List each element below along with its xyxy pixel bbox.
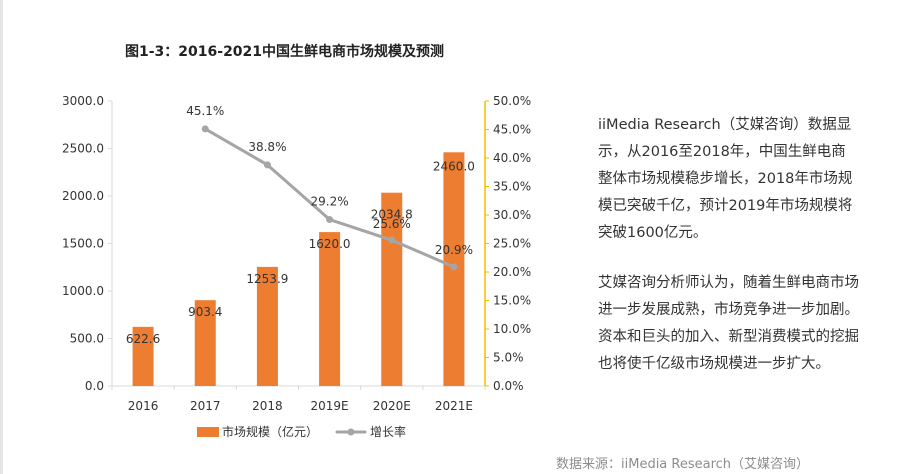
right-tick-label: 5.0% [493,351,524,365]
source-text: 数据来源：iiMedia Research（艾媒咨询） [556,457,810,472]
right-tick-label: 15.0% [493,294,531,308]
bar-value-label: 2460.0 [433,159,475,173]
bar [194,300,216,386]
bar [319,232,341,386]
chart-title: 图1-3：2016-2021中国生鲜电商市场规模及预测 [125,44,445,60]
growth-rate-point [326,216,334,224]
left-tick-label: 1000.0 [62,284,104,298]
left-divider [0,0,3,474]
x-tick-label: 2019E [311,399,349,413]
paragraph-text: 艾媒咨询分析师认为，随着生鲜电商市场进一步发展成熟，市场竞争进一步加剧。资本和巨… [598,275,859,372]
x-tick-label: 2017 [190,399,221,413]
growth-rate-label: 45.1% [186,104,224,118]
x-tick-label: 2018 [252,399,283,413]
paragraph-text: iiMedia Research（艾媒咨询）数据显示，从2016至2018年，中… [598,117,853,241]
right-tick-label: 10.0% [493,322,531,336]
right-tick-label: 25.0% [493,237,531,251]
bar [256,266,278,386]
legend-bar-label: 市场规模（亿元） [222,424,318,439]
x-tick-label: 2016 [128,399,159,413]
x-tick-label: 2020E [373,399,411,413]
description-paragraph-1: iiMedia Research（艾媒咨询）数据显示，从2016至2018年，中… [598,112,860,247]
right-tick-label: 30.0% [493,208,531,222]
right-tick-label: 35.0% [493,180,531,194]
right-tick-label: 0.0% [493,379,524,393]
bar-value-label: 622.6 [126,332,160,346]
description-paragraph-2: 艾媒咨询分析师认为，随着生鲜电商市场进一步发展成熟，市场竞争进一步加剧。资本和巨… [598,270,860,378]
growth-rate-point [263,161,271,169]
bar-value-label: 1620.0 [309,237,351,251]
left-tick-label: 0.0 [85,379,104,393]
right-tick-label: 40.0% [493,151,531,165]
legend-bar-swatch [197,427,219,437]
right-tick-label: 50.0% [493,94,531,108]
growth-rate-label: 20.9% [435,243,473,257]
growth-rate-label: 38.8% [248,140,286,154]
x-tick-label: 2021E [435,399,473,413]
chart: 0.0 500.0 1000.0 1500.0 2000.0 2500.0 3000.0 0.… [62,94,531,439]
left-tick-label: 500.0 [70,332,104,346]
legend-line-marker [347,428,355,436]
right-tick-label: 20.0% [493,265,531,279]
bar-value-label: 1253.9 [246,272,288,286]
growth-rate-label: 25.6% [373,217,411,231]
bar-value-label: 2034.8 [371,208,413,222]
left-tick-label: 3000.0 [62,94,104,108]
legend-line-label: 增长率 [370,424,406,439]
growth-rate-label: 29.2% [311,195,349,209]
growth-rate-point [388,236,396,244]
left-tick-label: 1500.0 [62,237,104,251]
left-tick-label: 2500.0 [62,142,104,156]
left-tick-label: 2000.0 [62,189,104,203]
growth-rate-point [201,125,209,133]
right-tick-label: 45.0% [493,123,531,137]
bar [132,326,154,386]
growth-rate-point [450,263,458,271]
bar-value-label: 903.4 [188,305,222,319]
data-source: 数据来源：iiMedia Research（艾媒咨询） [556,453,809,472]
